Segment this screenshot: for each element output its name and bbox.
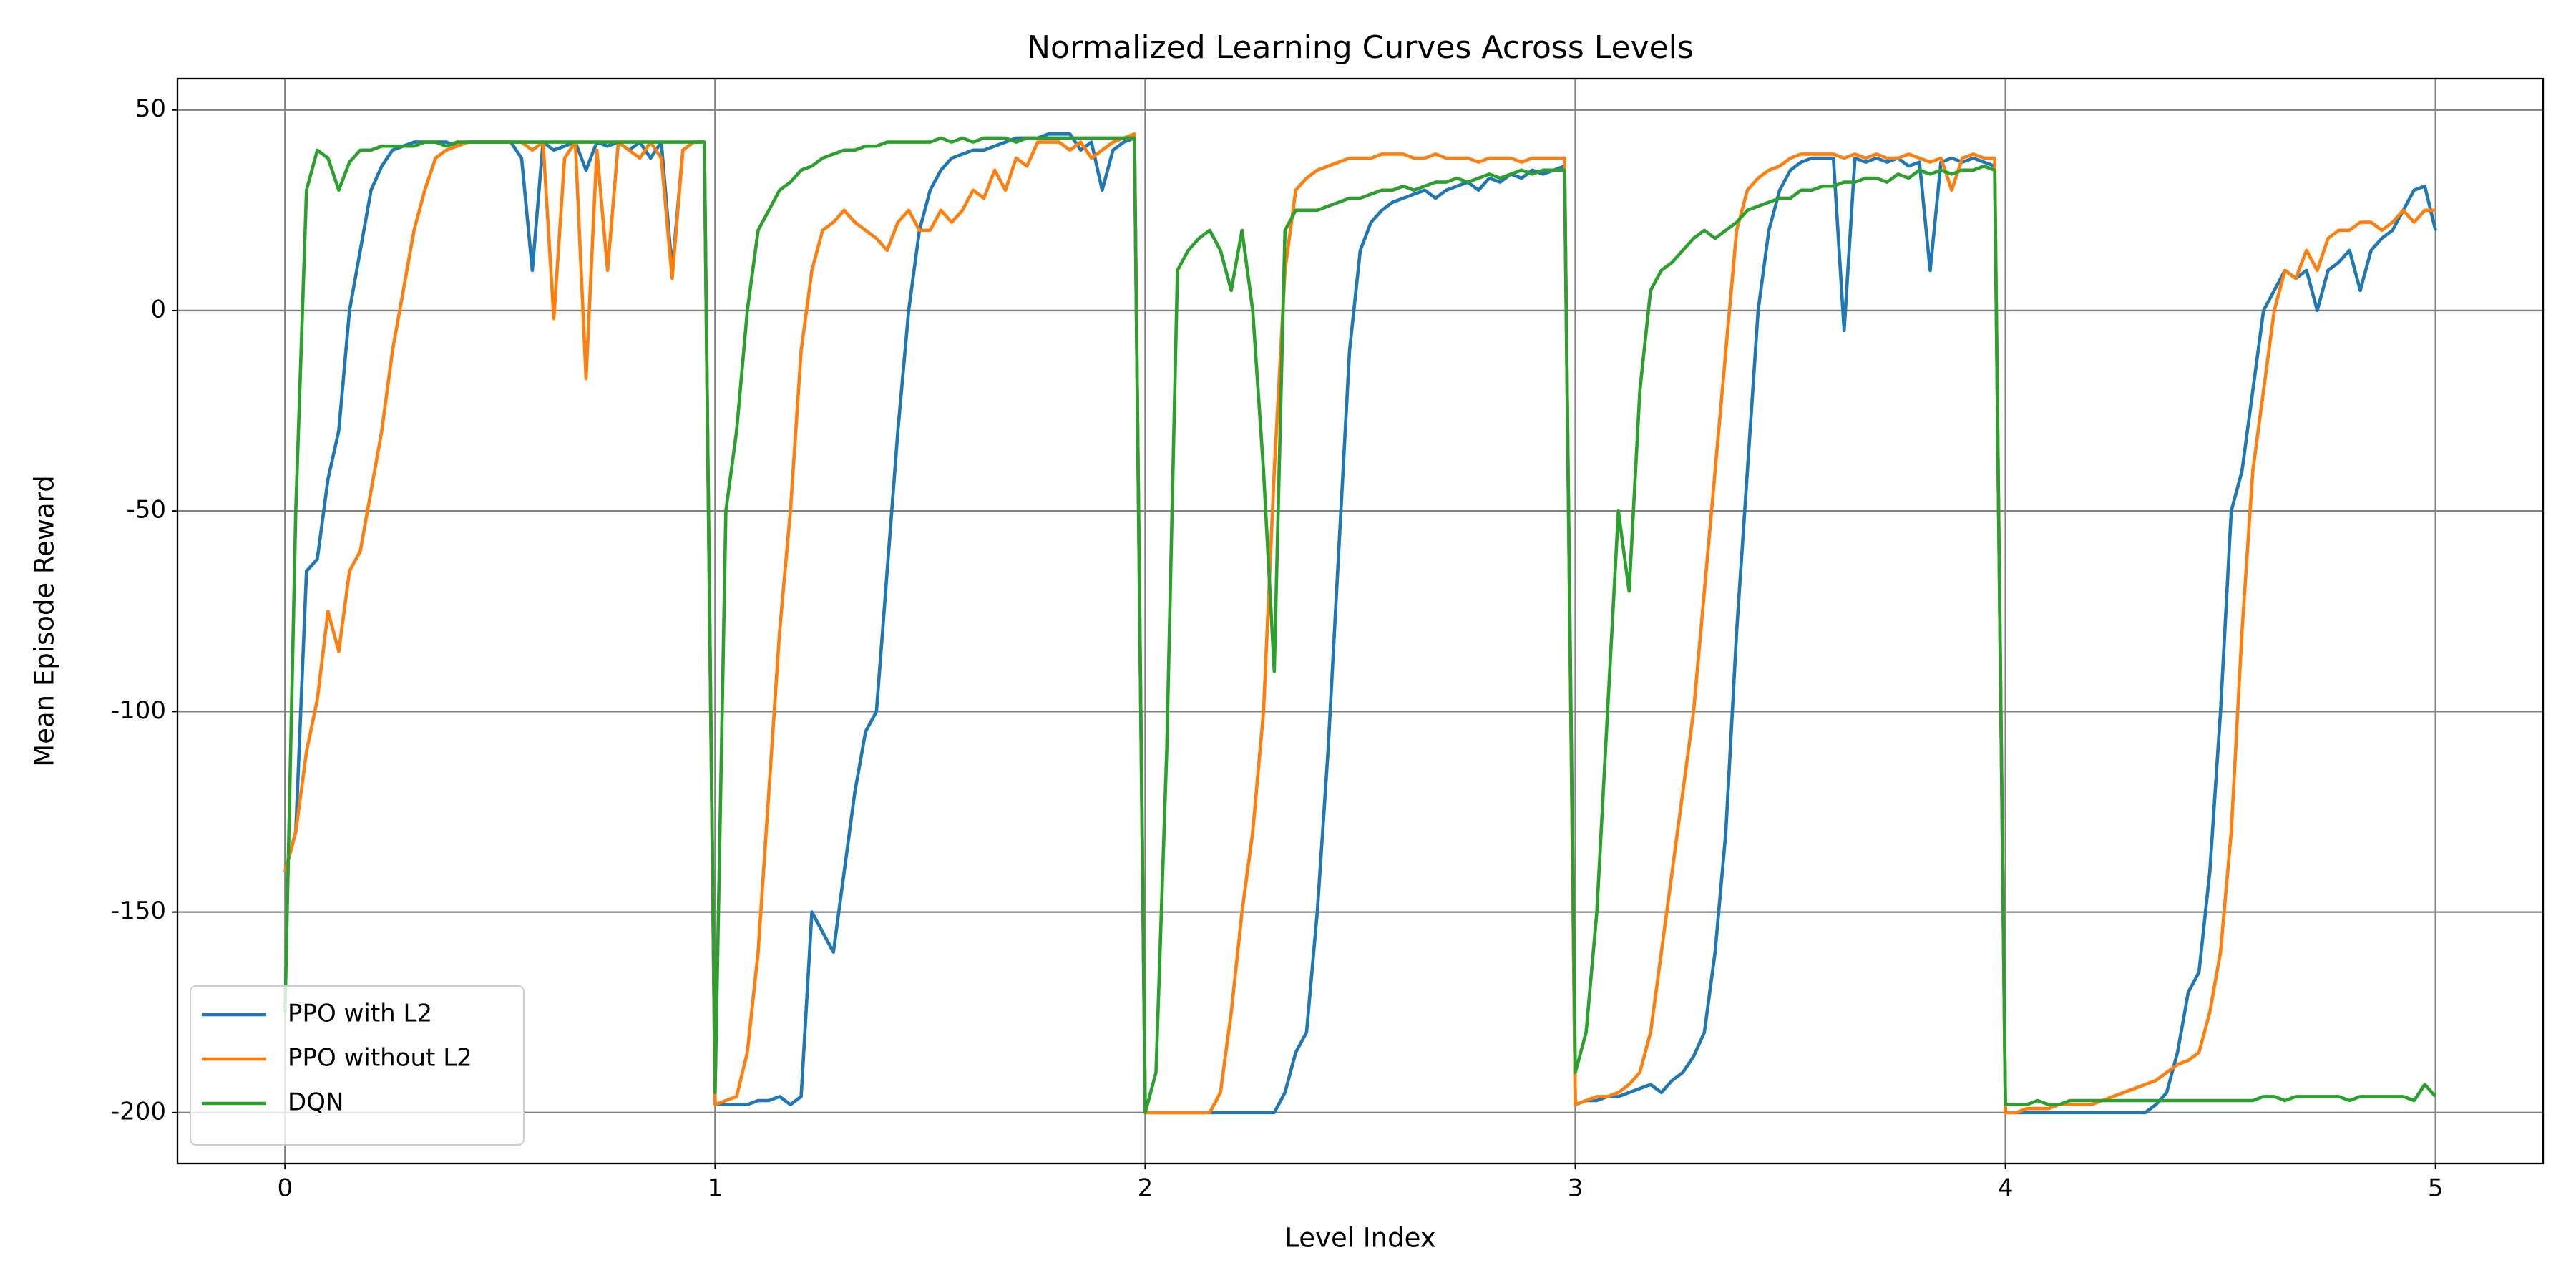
x-axis-label: Level Index xyxy=(1284,1223,1435,1254)
x-tick-label: 5 xyxy=(2428,1174,2444,1203)
legend-box xyxy=(190,985,525,1146)
x-tick-label: 3 xyxy=(1568,1174,1584,1203)
x-tick-label: 0 xyxy=(277,1174,293,1203)
y-tick-label: -150 xyxy=(111,897,166,925)
y-tick-label: -100 xyxy=(111,696,166,725)
y-tick-label: 0 xyxy=(150,295,166,323)
x-tick-label: 4 xyxy=(1998,1174,2014,1203)
legend-label: PPO with L2 xyxy=(288,1000,432,1028)
y-tick-label: -50 xyxy=(126,496,166,525)
chart-title: Normalized Learning Curves Across Levels xyxy=(1027,29,1694,66)
y-axis-label: Mean Episode Reward xyxy=(29,475,60,766)
y-tick-label: 50 xyxy=(135,94,166,123)
line-series xyxy=(283,136,2437,1115)
x-tick-label: 2 xyxy=(1138,1174,1153,1203)
line-series xyxy=(283,132,2436,1115)
x-tick-label: 1 xyxy=(708,1174,723,1203)
y-tick-label: -200 xyxy=(111,1097,166,1126)
plot-frame xyxy=(176,77,2545,1165)
line-series xyxy=(283,132,2437,1115)
legend-label: PPO without L2 xyxy=(288,1044,472,1073)
legend-label: DQN xyxy=(288,1088,343,1117)
